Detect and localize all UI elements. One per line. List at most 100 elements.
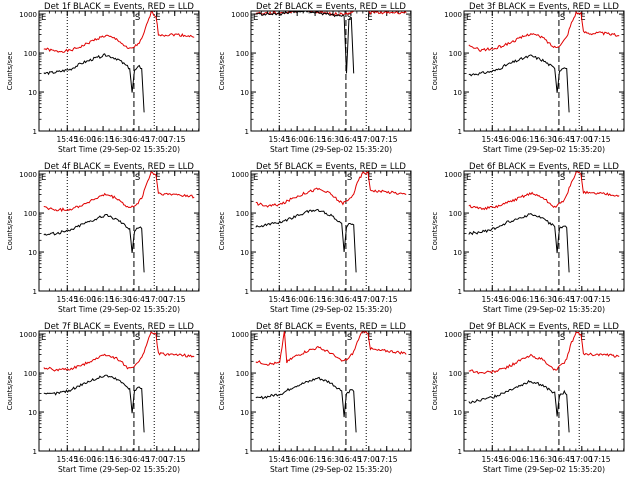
start-marker-label: S — [347, 173, 352, 183]
corner-e-label: E — [253, 13, 258, 23]
series-group — [468, 331, 620, 433]
y-tick-label: 10 — [240, 249, 249, 257]
series-black-line — [468, 213, 570, 273]
y-tick-label: 100 — [449, 50, 462, 58]
x-tick-label: 16:30 — [110, 135, 132, 144]
x-tick-label: 17:15 — [376, 295, 398, 304]
corner-e-label: E — [466, 173, 471, 183]
detector-panel-3: Det 3f BLACK = Events, RED = LLD Counts/s… — [431, 2, 625, 154]
x-axis-label: Start Time (29-Sep-02 15:35:20) — [58, 305, 180, 314]
y-tick-label: 1000 — [19, 11, 37, 19]
y-tick-label: 100 — [449, 210, 462, 218]
start-marker-label: S — [347, 333, 352, 343]
x-tick-label: 16:15 — [517, 135, 539, 144]
x-tick-label: 17:15 — [376, 455, 398, 464]
end-marker-label: E — [155, 13, 160, 23]
y-tick-label: 1 — [33, 128, 37, 136]
series-group — [468, 11, 620, 113]
y-tick-label: 1000 — [444, 331, 462, 339]
corner-e-label: E — [253, 333, 258, 343]
series-black-line — [468, 379, 570, 433]
plot-frame — [38, 170, 200, 292]
y-tick-label: 10 — [28, 249, 37, 257]
panel-title: Det 2f BLACK = Events, RED = LLD — [256, 2, 406, 12]
panel-title: Det 3f BLACK = Events, RED = LLD — [469, 2, 619, 12]
series-red-line — [43, 331, 195, 372]
start-marker-label: S — [135, 333, 140, 343]
plot-frame — [463, 330, 625, 452]
x-tick-label: 16:45 — [340, 295, 362, 304]
x-tick-label: 16:15 — [92, 135, 114, 144]
panel-title: Det 4f BLACK = Events, RED = LLD — [44, 162, 194, 172]
corner-e-label: E — [41, 333, 46, 343]
detector-panel-4: Det 4f BLACK = Events, RED = LLD Counts/s… — [6, 162, 200, 314]
y-axis-label: Counts/sec — [6, 372, 14, 411]
x-tick-label: 15:45 — [56, 135, 78, 144]
x-axis-label: Start Time (29-Sep-02 15:35:20) — [58, 145, 180, 154]
plot-frame — [463, 170, 625, 292]
x-tick-label: 16:00 — [286, 455, 308, 464]
x-tick-label: 16:30 — [535, 295, 557, 304]
y-tick-label: 1 — [245, 288, 249, 296]
x-tick-label: 15:45 — [481, 135, 503, 144]
x-tick-label: 16:15 — [304, 135, 326, 144]
panel-title: Det 8f BLACK = Events, RED = LLD — [256, 322, 406, 332]
x-tick-label: 16:45 — [553, 295, 575, 304]
y-tick-label: 1000 — [231, 11, 249, 19]
panel-title: Det 6f BLACK = Events, RED = LLD — [469, 162, 619, 172]
x-tick-label: 16:00 — [499, 135, 521, 144]
x-tick-label: 16:30 — [110, 295, 132, 304]
y-tick-label: 10 — [453, 409, 462, 417]
x-tick-label: 15:45 — [481, 295, 503, 304]
series-group — [255, 331, 407, 433]
x-tick-label: 17:00 — [146, 135, 168, 144]
series-group — [255, 11, 407, 74]
x-tick-label: 16:30 — [322, 455, 344, 464]
y-tick-label: 100 — [236, 210, 249, 218]
detector-panel-2: Det 2f BLACK = Events, RED = LLD Counts/s… — [218, 2, 412, 154]
y-axis-label: Counts/sec — [431, 52, 439, 91]
x-tick-label: 17:00 — [358, 135, 380, 144]
plot-frame — [250, 10, 412, 132]
x-axis-label: Start Time (29-Sep-02 15:35:20) — [270, 465, 392, 474]
panel-title: Det 7f BLACK = Events, RED = LLD — [44, 322, 194, 332]
series-black-line — [468, 54, 570, 113]
y-tick-label: 10 — [453, 89, 462, 97]
y-axis-label: Counts/sec — [218, 212, 226, 251]
y-tick-label: 10 — [28, 409, 37, 417]
x-axis-label: Start Time (29-Sep-02 15:35:20) — [483, 465, 605, 474]
x-tick-label: 17:15 — [164, 295, 186, 304]
x-tick-label: 16:00 — [286, 135, 308, 144]
y-axis-label: Counts/sec — [431, 372, 439, 411]
start-marker-label: S — [135, 13, 140, 23]
y-tick-label: 100 — [24, 50, 37, 58]
x-tick-label: 17:00 — [358, 295, 380, 304]
y-tick-label: 1000 — [19, 331, 37, 339]
y-tick-label: 100 — [236, 50, 249, 58]
y-tick-label: 1000 — [444, 171, 462, 179]
y-tick-label: 100 — [24, 370, 37, 378]
x-tick-label: 16:15 — [517, 455, 539, 464]
detector-panel-1: Det 1f BLACK = Events, RED = LLD Counts/s… — [6, 2, 200, 154]
x-tick-label: 15:45 — [56, 455, 78, 464]
x-tick-label: 15:45 — [268, 455, 290, 464]
series-black-line — [255, 376, 357, 433]
end-marker-label: E — [367, 173, 372, 183]
x-tick-label: 17:00 — [146, 455, 168, 464]
panel-title: Det 9f BLACK = Events, RED = LLD — [469, 322, 619, 332]
x-tick-label: 16:30 — [535, 455, 557, 464]
end-marker-label: E — [580, 333, 585, 343]
y-axis-label: Counts/sec — [431, 212, 439, 251]
y-tick-label: 10 — [240, 409, 249, 417]
series-group — [43, 171, 195, 273]
start-marker-label: S — [560, 173, 565, 183]
x-tick-label: 16:45 — [340, 455, 362, 464]
x-tick-label: 15:45 — [56, 295, 78, 304]
series-black-line — [43, 374, 145, 433]
series-red-line — [43, 171, 195, 213]
start-marker-label: S — [560, 13, 565, 23]
x-tick-label: 15:45 — [268, 295, 290, 304]
x-tick-label: 16:15 — [92, 295, 114, 304]
x-tick-label: 16:15 — [304, 295, 326, 304]
x-tick-label: 15:45 — [481, 455, 503, 464]
